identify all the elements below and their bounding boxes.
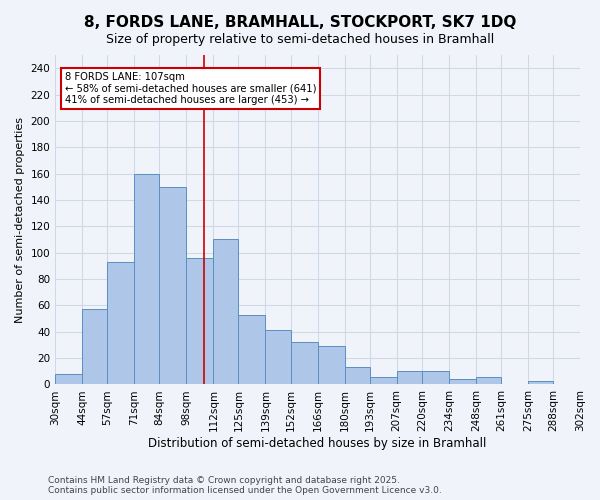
Bar bbox=[160, 187, 187, 384]
Bar bbox=[449, 379, 476, 384]
Text: Size of property relative to semi-detached houses in Bramhall: Size of property relative to semi-detach… bbox=[106, 32, 494, 46]
Bar bbox=[528, 380, 553, 384]
Bar bbox=[397, 372, 422, 384]
Text: 8, FORDS LANE, BRAMHALL, STOCKPORT, SK7 1DQ: 8, FORDS LANE, BRAMHALL, STOCKPORT, SK7 … bbox=[84, 15, 516, 30]
Bar bbox=[370, 376, 397, 384]
Bar bbox=[422, 372, 449, 384]
Bar bbox=[107, 262, 134, 384]
Bar bbox=[238, 314, 265, 384]
Bar bbox=[134, 174, 160, 384]
Bar bbox=[187, 258, 214, 384]
Bar bbox=[55, 374, 82, 384]
Bar bbox=[82, 310, 107, 384]
Bar bbox=[476, 376, 501, 384]
Bar bbox=[344, 368, 370, 384]
Bar bbox=[265, 330, 290, 384]
Y-axis label: Number of semi-detached properties: Number of semi-detached properties bbox=[15, 116, 25, 322]
Text: 8 FORDS LANE: 107sqm
← 58% of semi-detached houses are smaller (641)
41% of semi: 8 FORDS LANE: 107sqm ← 58% of semi-detac… bbox=[65, 72, 316, 106]
X-axis label: Distribution of semi-detached houses by size in Bramhall: Distribution of semi-detached houses by … bbox=[148, 437, 487, 450]
Bar bbox=[290, 342, 317, 384]
Bar bbox=[214, 240, 238, 384]
Text: Contains HM Land Registry data © Crown copyright and database right 2025.
Contai: Contains HM Land Registry data © Crown c… bbox=[48, 476, 442, 495]
Bar bbox=[317, 346, 344, 385]
